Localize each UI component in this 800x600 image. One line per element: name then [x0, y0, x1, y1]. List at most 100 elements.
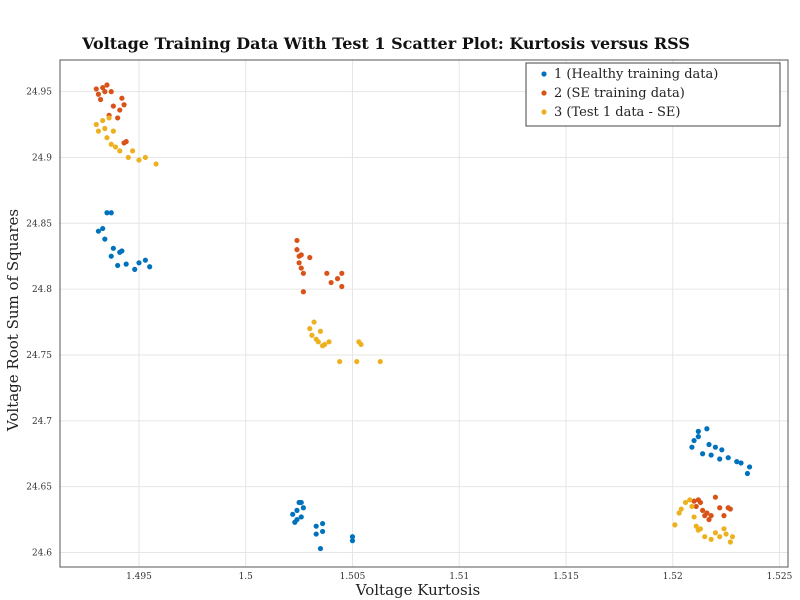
series-1-point — [136, 260, 142, 266]
series-2-point — [97, 96, 104, 103]
series-2-point — [119, 95, 125, 101]
series-2-point — [339, 283, 345, 290]
series-1-point — [300, 505, 306, 511]
x-tick-label: 1.51 — [449, 572, 469, 582]
series-1-point — [719, 447, 725, 453]
series-2-point — [300, 289, 306, 295]
series-2-point — [717, 505, 723, 511]
series-3-point — [106, 115, 112, 121]
y-tick-label: 24.8 — [32, 285, 52, 295]
series-1-point — [108, 210, 114, 216]
series-2-point — [93, 86, 99, 92]
x-tick-label: 1.495 — [126, 572, 152, 582]
series-1-point — [738, 460, 744, 466]
series-3-point — [697, 526, 704, 532]
series-2-point — [296, 260, 302, 266]
y-tick-label: 24.95 — [26, 88, 52, 98]
series-2-point — [110, 103, 116, 109]
legend-box — [525, 62, 781, 127]
series-3-point — [687, 497, 693, 503]
legend-label-2: 2 (SE training data) — [554, 86, 685, 101]
series-1-point — [142, 257, 148, 263]
series-3-point — [727, 539, 733, 545]
series-1-point — [298, 499, 304, 506]
series-2-point — [298, 265, 304, 271]
series-1-point — [95, 228, 102, 234]
series-3-point — [307, 326, 313, 332]
series-1-point — [319, 528, 326, 535]
series-1-point — [292, 519, 298, 525]
series-2-point — [691, 498, 697, 504]
series-2-point — [706, 516, 712, 523]
series-1-point — [102, 236, 108, 242]
grid-layer — [60, 60, 788, 567]
series-2-point — [294, 237, 300, 244]
series-1-point — [704, 426, 710, 432]
series-1-point — [319, 520, 326, 527]
series-3-point — [142, 154, 148, 161]
legend-label-3: 3 (Test 1 data - SE) — [554, 105, 680, 120]
chart-title: Voltage Training Data With Test 1 Scatte… — [81, 34, 690, 53]
series-3-point — [672, 522, 678, 528]
y-tick-label: 24.9 — [32, 153, 52, 163]
series-3-point — [729, 534, 736, 540]
series-1-point — [104, 210, 110, 216]
series-2-point — [712, 494, 719, 500]
plot-area — [60, 60, 788, 567]
series-1-point — [695, 434, 701, 440]
series-3-point — [317, 328, 324, 334]
series-2-point — [121, 102, 127, 108]
series-3-point — [689, 503, 695, 510]
series-1-point — [734, 459, 740, 465]
y-tick-label: 24.85 — [26, 219, 52, 229]
series-3-point — [337, 358, 343, 365]
series-3-point — [682, 499, 689, 506]
series-1-point — [746, 464, 753, 470]
series-3-point — [708, 536, 714, 542]
series-1-point — [725, 455, 731, 461]
y-tick-label: 24.65 — [26, 483, 52, 493]
series-2-point — [294, 247, 300, 253]
series-3-point — [125, 154, 131, 161]
series-2-point — [117, 107, 123, 113]
series-3-point — [676, 510, 682, 516]
legend: 1 (Healthy training data) 2 (SE training … — [525, 62, 781, 127]
series-1-point — [700, 451, 706, 457]
series-2-point — [100, 85, 106, 91]
x-tick-label: 1.515 — [553, 572, 579, 582]
series-3-point — [112, 144, 119, 150]
series-3-point — [721, 526, 727, 532]
series-2-point — [324, 270, 330, 276]
series-1-point — [100, 225, 106, 232]
series-2-point — [102, 89, 108, 95]
series-1-point — [712, 444, 719, 450]
series-3-point — [691, 514, 697, 520]
series-2-point — [704, 510, 710, 516]
legend-marker-2 — [541, 90, 547, 96]
series-3-point — [322, 341, 328, 348]
legend-marker-3 — [541, 109, 547, 115]
series-1-point — [147, 264, 153, 270]
point-layer — [93, 82, 753, 552]
series-1-point — [317, 545, 324, 552]
x-tick-label: 1.505 — [340, 572, 366, 582]
series-3-point — [358, 341, 364, 348]
series-2-point — [328, 279, 334, 286]
series-2-point — [727, 506, 733, 512]
series-2-point — [708, 513, 714, 519]
series-1-point — [744, 470, 751, 477]
y-axis-label: Voltage Root Sum of Squares — [4, 209, 22, 432]
series-3-point — [129, 148, 136, 154]
series-3-point — [104, 135, 110, 141]
y-tick-label: 24.6 — [32, 549, 52, 559]
series-3-point — [377, 358, 383, 365]
plot-frame — [59, 59, 789, 568]
series-3-point — [326, 339, 332, 345]
series-1-point — [298, 514, 304, 520]
series-1-point — [313, 531, 319, 537]
series-1-point — [706, 441, 712, 448]
series-3-point — [102, 125, 108, 132]
series-1-point — [110, 245, 116, 251]
y-tick-label: 24.75 — [26, 351, 52, 361]
